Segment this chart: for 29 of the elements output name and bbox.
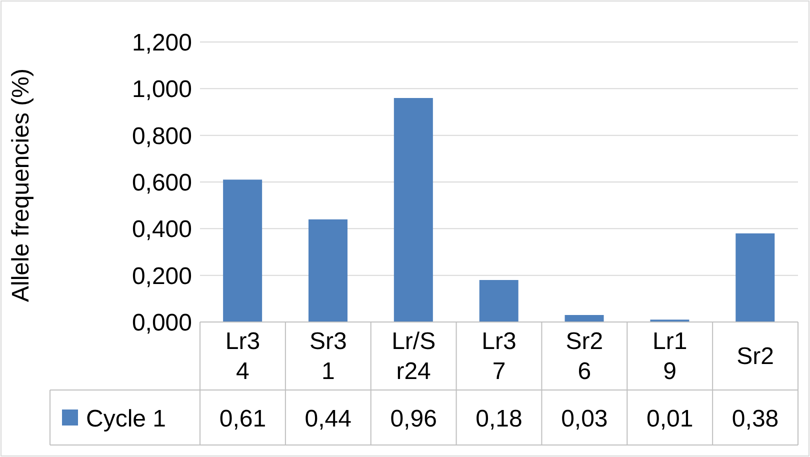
data-label: 0,96 xyxy=(390,406,437,432)
y-axis-title: Allele frequencies (%) xyxy=(8,68,35,302)
x-tick-label: Sr2 xyxy=(736,343,774,370)
data-label: 0,01 xyxy=(646,406,694,432)
x-tick-label: Sr31 xyxy=(309,328,347,385)
y-tick-label: 0,600 xyxy=(132,170,192,197)
bar xyxy=(308,219,348,322)
legend-label: Cycle 1 xyxy=(86,406,166,432)
data-label: 0,18 xyxy=(476,406,522,432)
bar xyxy=(394,98,433,322)
bar xyxy=(564,315,604,322)
data-label: 0,03 xyxy=(561,406,608,432)
y-tick-label: 0,200 xyxy=(132,262,192,290)
bar xyxy=(736,233,775,322)
data-label: 0,44 xyxy=(304,406,352,432)
x-tick-label: Lr/Sr24 xyxy=(392,328,436,385)
bar xyxy=(223,180,262,322)
x-tick-label: Lr37 xyxy=(482,328,516,385)
y-tick-label: 0,000 xyxy=(132,310,192,337)
data-label: 0,38 xyxy=(732,406,779,432)
x-tick-label: Lr34 xyxy=(225,328,260,385)
data-label: 0,61 xyxy=(219,406,266,432)
y-tick-label: 0,800 xyxy=(132,122,192,150)
bar xyxy=(479,280,518,322)
x-tick-label: Sr26 xyxy=(566,328,604,385)
x-tick-label: Lr19 xyxy=(652,328,688,385)
y-tick-label: 0,400 xyxy=(132,216,192,244)
y-tick-label: 1,000 xyxy=(132,76,192,104)
y-tick-label: 1,200 xyxy=(132,30,192,57)
